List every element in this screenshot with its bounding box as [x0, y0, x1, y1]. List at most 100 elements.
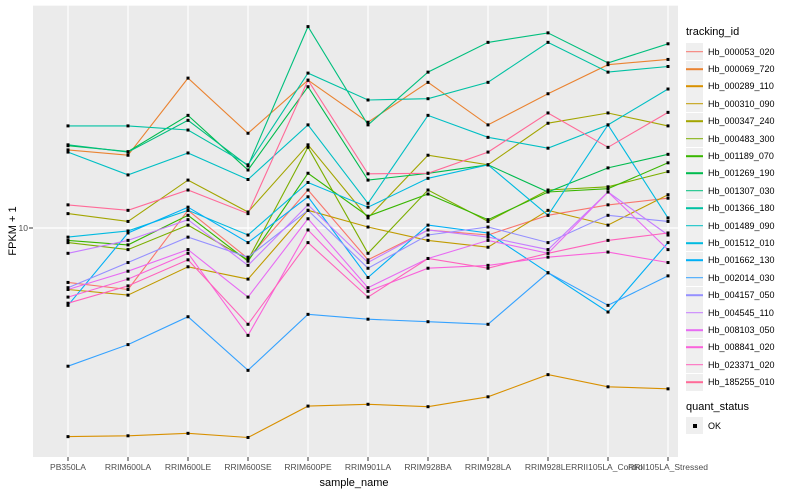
data-point [66, 435, 70, 439]
data-point [66, 235, 70, 239]
data-point [666, 152, 670, 156]
legend-key [686, 234, 703, 252]
data-point [486, 266, 490, 270]
legend-item-label: Hb_001512_010 [708, 237, 775, 248]
data-point [546, 271, 550, 275]
data-point [306, 71, 310, 75]
data-point [186, 218, 190, 222]
data-point [366, 317, 370, 321]
data-point [666, 261, 670, 265]
legend-swatch-line [686, 103, 703, 105]
data-point [186, 251, 190, 255]
legend-item-label: Hb_000053_020 [708, 46, 775, 57]
data-point [306, 78, 310, 82]
data-point [306, 143, 310, 147]
legend-item-Hb_000069_720: Hb_000069_720 [686, 60, 775, 78]
data-point [66, 241, 70, 245]
data-point [246, 368, 250, 372]
legend-key [686, 95, 703, 113]
data-point [306, 195, 310, 199]
data-point [426, 238, 430, 242]
legend-title-quant-status: quant_status [686, 400, 749, 413]
data-point [246, 163, 250, 167]
legend-item-Hb_001489_090: Hb_001489_090 [686, 217, 775, 235]
legend-item-Hb_004545_110: Hb_004545_110 [686, 304, 775, 322]
data-point [126, 261, 130, 265]
legend-swatch-line [686, 329, 703, 331]
legend-item-label: Hb_001662_130 [708, 255, 775, 266]
data-point [186, 128, 190, 132]
data-point [66, 280, 70, 284]
legend-key [686, 60, 703, 78]
data-point [366, 251, 370, 255]
data-point [186, 213, 190, 217]
data-point [306, 188, 310, 192]
data-point [306, 171, 310, 175]
data-point [666, 57, 670, 61]
legend-item-Hb_004157_050: Hb_004157_050 [686, 286, 775, 304]
data-point [486, 233, 490, 237]
legend-item-Hb_001512_010: Hb_001512_010 [686, 234, 775, 252]
data-point [126, 434, 130, 438]
legend-item-Hb_001269_190: Hb_001269_190 [686, 164, 775, 182]
legend-item-label: Hb_002014_030 [708, 272, 775, 283]
data-point [426, 233, 430, 237]
data-point [546, 146, 550, 150]
data-point [366, 120, 370, 124]
legend-item-Hb_023371_020: Hb_023371_020 [686, 356, 775, 374]
legend-item-Hb_000289_110: Hb_000289_110 [686, 77, 775, 95]
data-point [666, 124, 670, 128]
legend-item-label: OK [708, 420, 722, 431]
data-point [246, 241, 250, 245]
data-point [426, 176, 430, 180]
data-point [486, 123, 490, 127]
data-point [546, 111, 550, 115]
legend-key [686, 182, 703, 200]
legend-key [686, 164, 703, 182]
data-point [666, 110, 670, 114]
data-point [246, 259, 250, 263]
data-point [666, 248, 670, 252]
data-point [306, 180, 310, 184]
data-point [426, 153, 430, 157]
legend-item-label: Hb_001366_180 [708, 203, 775, 214]
data-point [126, 238, 130, 242]
legend-item-label: Hb_000069_720 [708, 64, 775, 75]
data-point [606, 111, 610, 115]
data-point [606, 70, 610, 74]
data-point [546, 40, 550, 44]
data-point [606, 238, 610, 242]
data-point [546, 188, 550, 192]
data-point [126, 269, 130, 273]
legend-key [686, 130, 703, 148]
data-point [366, 402, 370, 406]
data-point [306, 217, 310, 221]
data-point [666, 42, 670, 46]
legend-item-Hb_000347_240: Hb_000347_240 [686, 112, 775, 130]
data-point [366, 178, 370, 182]
legend-item-Hb_001307_030: Hb_001307_030 [686, 182, 775, 200]
data-point [246, 435, 250, 439]
data-point [606, 123, 610, 127]
data-point [606, 187, 610, 191]
data-point [126, 229, 130, 233]
data-point [606, 185, 610, 189]
data-point [66, 287, 70, 291]
data-point [126, 150, 130, 154]
data-point [426, 228, 430, 232]
legend-key [686, 147, 703, 165]
data-point [306, 85, 310, 89]
legend-item-label: Hb_001307_030 [708, 185, 775, 196]
data-point [666, 170, 670, 174]
data-point [666, 161, 670, 165]
data-point [606, 145, 610, 149]
legend-swatch-line [686, 50, 703, 53]
data-point [186, 151, 190, 155]
data-point [486, 135, 490, 139]
data-point [186, 235, 190, 239]
legend-swatch-line [686, 85, 703, 88]
legend-swatch-line [686, 363, 703, 366]
legend-key [686, 77, 703, 95]
legend: tracking_id Hb_000053_020 Hb_000069_720 Hb… [686, 26, 775, 434]
